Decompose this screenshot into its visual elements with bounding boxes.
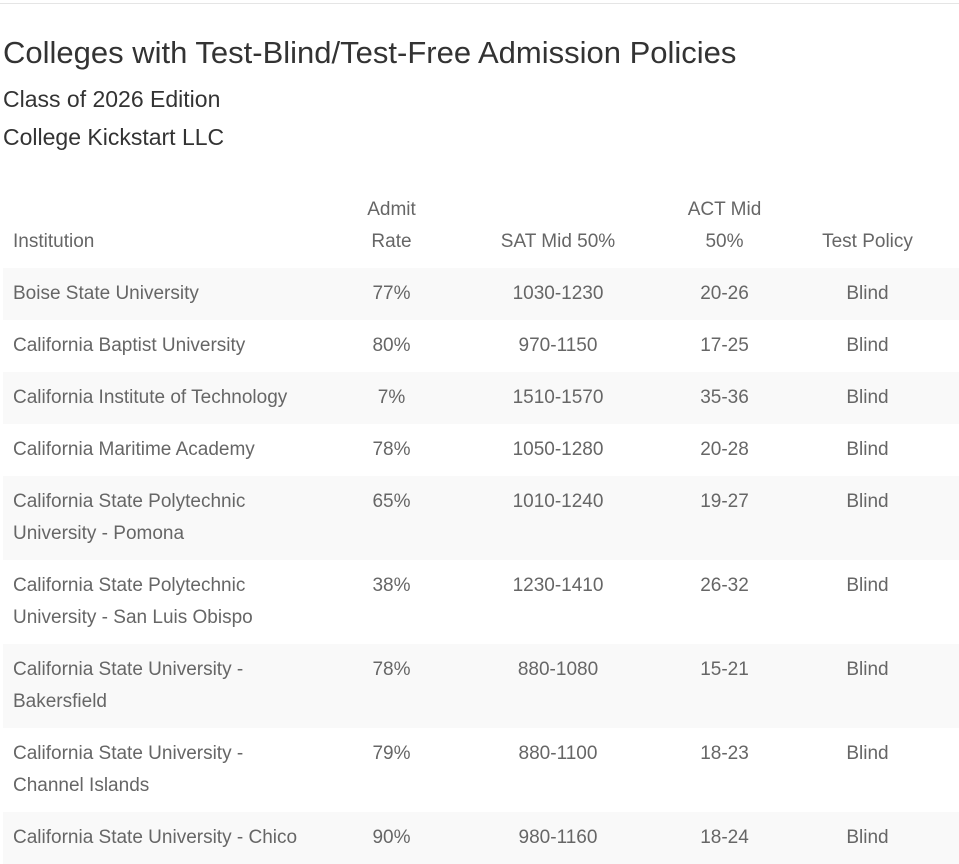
test-policy-cell: Blind [846, 283, 889, 304]
institution-cell: California State University - Bakersfiel… [13, 659, 244, 712]
admit-rate-cell: 80% [372, 335, 411, 356]
institution-cell: California State University - Chico [13, 827, 298, 848]
table-row: Boise State University 77% 1030-1230 20-… [3, 268, 959, 320]
test-policy-cell: Blind [846, 575, 889, 596]
sat-cell: 1010-1240 [512, 491, 604, 512]
sat-cell: 1050-1280 [512, 439, 604, 460]
table-row: California Maritime Academy 78% 1050-128… [3, 424, 959, 476]
act-cell: 18-23 [700, 743, 749, 764]
table-row: California Baptist University 80% 970-11… [3, 320, 959, 372]
institution-cell: California State University - Channel Is… [13, 743, 244, 796]
colleges-table: Institution Admit Rate SAT Mid 50% ACT M… [3, 194, 959, 864]
institution-cell: California State Polytechnic University … [13, 491, 246, 544]
act-cell: 19-27 [700, 491, 749, 512]
page-title: Colleges with Test-Blind/Test-Free Admis… [3, 35, 737, 70]
column-header-test-policy: Test Policy [822, 231, 913, 252]
institution-cell: California State Polytechnic University … [13, 575, 253, 628]
admit-rate-cell: 78% [372, 659, 411, 680]
sat-cell: 1230-1410 [512, 575, 604, 596]
table-row: California State University - Chico 90% … [3, 812, 959, 864]
test-policy-cell: Blind [846, 387, 889, 408]
test-policy-cell: Blind [846, 439, 889, 460]
act-cell: 15-21 [700, 659, 749, 680]
sat-cell: 970-1150 [518, 335, 598, 356]
table-row: California Institute of Technology 7% 15… [3, 372, 959, 424]
act-cell: 35-36 [700, 387, 749, 408]
admit-rate-cell: 78% [372, 439, 411, 460]
admit-rate-cell: 7% [377, 387, 406, 408]
test-policy-cell: Blind [846, 491, 889, 512]
act-cell: 18-24 [700, 827, 749, 848]
admit-rate-cell: 79% [372, 743, 411, 764]
publisher-subtitle: College Kickstart LLC [3, 124, 225, 150]
test-policy-cell: Blind [846, 827, 889, 848]
institution-cell: California Baptist University [13, 335, 246, 356]
document-header: Colleges with Test-Blind/Test-Free Admis… [3, 33, 736, 156]
column-header-admit-rate: Admit Rate [367, 199, 416, 252]
admit-rate-cell: 77% [372, 283, 411, 304]
test-policy-cell: Blind [846, 659, 889, 680]
institution-cell: Boise State University [13, 283, 199, 304]
act-cell: 17-25 [700, 335, 749, 356]
column-header-institution: Institution [13, 231, 95, 252]
institution-cell: California Maritime Academy [13, 439, 255, 460]
sat-cell: 1030-1230 [512, 283, 604, 304]
table-row: California State Polytechnic University … [3, 560, 959, 644]
table-row: California State Polytechnic University … [3, 476, 959, 560]
sat-cell: 980-1160 [518, 827, 598, 848]
edition-subtitle: Class of 2026 Edition [3, 86, 221, 112]
admit-rate-cell: 38% [372, 575, 411, 596]
table-row: California State University - Channel Is… [3, 728, 959, 812]
institution-cell: California Institute of Technology [13, 387, 288, 408]
act-cell: 26-32 [700, 575, 749, 596]
admit-rate-cell: 65% [372, 491, 411, 512]
table-row: California State University - Bakersfiel… [3, 644, 959, 728]
admit-rate-cell: 90% [372, 827, 411, 848]
sat-cell: 880-1100 [518, 743, 598, 764]
act-cell: 20-26 [700, 283, 749, 304]
sat-cell: 880-1080 [517, 659, 599, 680]
test-policy-cell: Blind [846, 743, 889, 764]
test-policy-cell: Blind [846, 335, 889, 356]
column-header-act: ACT Mid 50% [687, 199, 762, 252]
table-header-row: Institution Admit Rate SAT Mid 50% ACT M… [3, 194, 959, 268]
act-cell: 20-28 [700, 439, 749, 460]
top-divider [0, 3, 959, 4]
column-header-sat: SAT Mid 50% [500, 231, 616, 252]
sat-cell: 1510-1570 [512, 387, 604, 408]
